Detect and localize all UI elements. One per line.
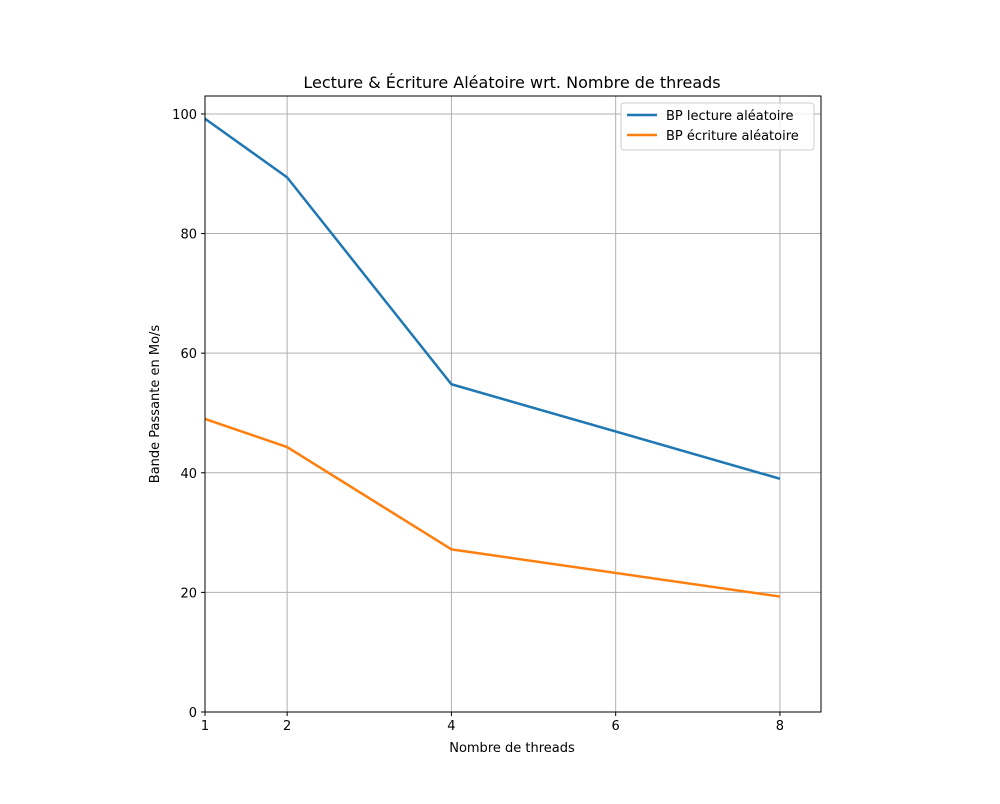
series-line-2 [204,417,781,598]
y-axis-label: Bande Passante en Mo/s [148,325,163,484]
legend-label-1: BP lecture aléatoire [666,109,793,124]
y-tick-label: 100 [172,108,197,123]
x-axis-label: Nombre de threads [449,741,575,756]
plot-area-frame [204,95,822,713]
y-tick-label: 0 [189,706,197,721]
x-tick-label: 2 [283,719,291,734]
legend-label-2: BP écriture aléatoire [666,129,799,144]
legend-box [620,102,815,151]
chart-title: Lecture & Écriture Aléatoire wrt. Nombre… [303,73,720,92]
legend-items: BP lecture aléatoire BP écriture aléatoir… [627,109,799,144]
x-tick-label: 4 [447,719,455,734]
y-tick-label: 20 [180,586,197,601]
series-line-1 [204,117,781,480]
x-tick-label: 8 [776,719,784,734]
y-tick-label: 80 [180,228,197,243]
legend: BP lecture aléatoire BP écriture aléatoir… [620,102,815,151]
x-tick-label: 6 [612,719,620,734]
y-tick-label: 40 [180,467,197,482]
series-layer [204,117,781,598]
y-tick-label: 60 [180,347,197,362]
x-tick-label: 1 [201,719,209,734]
